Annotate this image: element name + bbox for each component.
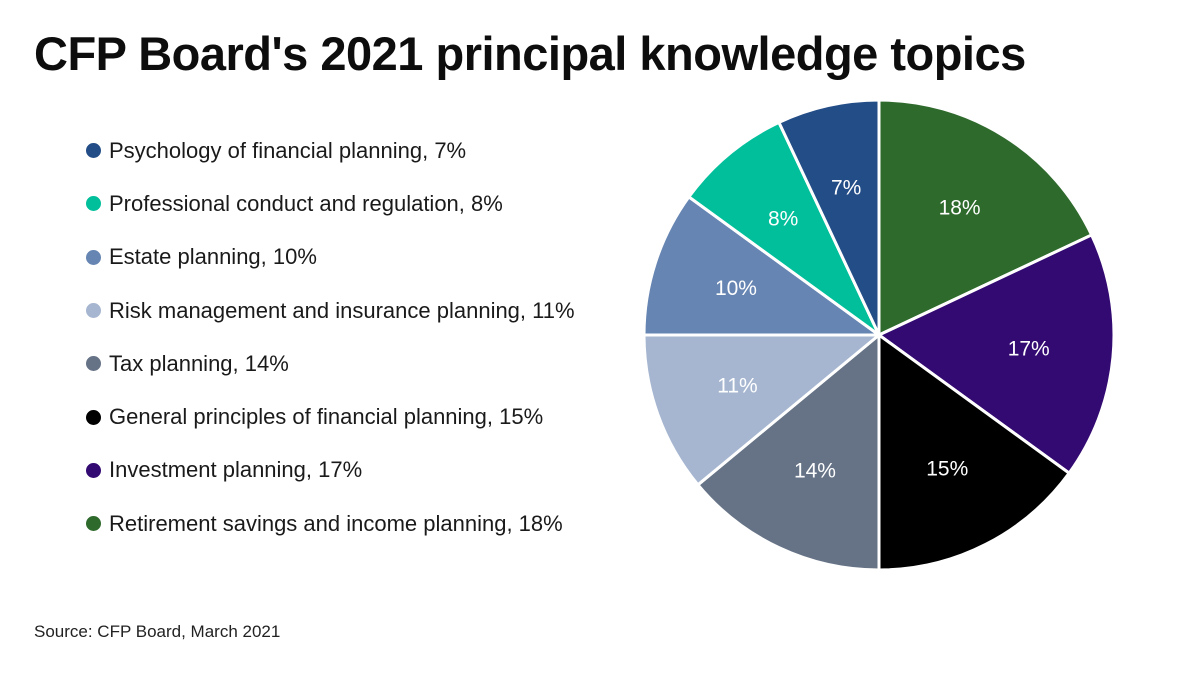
pie-slice-investment-planning xyxy=(877,233,1116,475)
pie-slice-tax-planning xyxy=(696,333,881,572)
legend-label: Retirement savings and income planning, … xyxy=(109,510,563,536)
legend-item-estate-planning: Estate planning, 10% xyxy=(86,231,575,284)
slice-value-label-psychology-of-financial-planning: 7% xyxy=(831,177,861,200)
legend-label: Estate planning, 10% xyxy=(109,244,317,270)
legend-swatch xyxy=(86,356,101,372)
legend-item-investment-planning: Investment planning, 17% xyxy=(86,444,575,497)
legend-label: Tax planning, 14% xyxy=(109,350,289,376)
pie-slice-estate-planning xyxy=(642,195,881,337)
legend-swatch xyxy=(86,409,101,425)
pie-slice-psychology-of-financial-planning xyxy=(777,98,881,337)
source-note: Source: CFP Board, March 2021 xyxy=(34,622,281,641)
pie-slice-retirement-savings-and-income-planning xyxy=(877,98,1094,337)
slice-value-label-estate-planning: 10% xyxy=(715,277,757,300)
chart-title: CFP Board's 2021 principal knowledge top… xyxy=(34,27,1026,80)
legend-label: Investment planning, 17% xyxy=(109,457,363,483)
legend-item-tax-planning: Tax planning, 14% xyxy=(86,337,575,390)
slice-value-label-tax-planning: 14% xyxy=(794,460,836,483)
legend-label: Psychology of financial planning, 7% xyxy=(109,137,467,163)
legend-item-general-principles-of-financial-planning: General principles of financial planning… xyxy=(86,390,575,443)
slice-value-label-risk-management-and-insurance-planning: 11% xyxy=(717,374,757,397)
legend-item-professional-conduct-and-regulation: Professional conduct and regulation, 8% xyxy=(86,177,575,230)
slice-value-label-professional-conduct-and-regulation: 8% xyxy=(768,208,798,231)
pie-slice-risk-management-and-insurance-planning xyxy=(642,333,881,487)
pie-slice-general-principles-of-financial-planning xyxy=(877,333,1071,572)
legend-swatch xyxy=(86,196,101,212)
pie-chart: 18% 17% 15% 14% 11% 10% 8% 7% xyxy=(642,98,1116,572)
slice-value-label-investment-planning: 17% xyxy=(1008,338,1050,361)
legend-item-retirement-savings-and-income-planning: Retirement savings and income planning, … xyxy=(86,497,575,550)
legend-swatch xyxy=(86,462,101,478)
legend-label: Professional conduct and regulation, 8% xyxy=(109,190,503,216)
legend-swatch xyxy=(86,143,101,159)
slice-value-label-retirement-savings-and-income-planning: 18% xyxy=(939,197,981,220)
pie-slice-professional-conduct-and-regulation xyxy=(687,120,881,337)
chart-legend: Psychology of financial planning, 7% Prof… xyxy=(86,124,575,550)
legend-swatch xyxy=(86,516,101,532)
legend-item-psychology-of-financial-planning: Psychology of financial planning, 7% xyxy=(86,124,575,177)
legend-swatch xyxy=(86,303,101,319)
legend-label: General principles of financial planning… xyxy=(109,404,544,430)
slice-value-label-general-principles-of-financial-planning: 15% xyxy=(926,458,968,481)
legend-swatch xyxy=(86,249,101,265)
legend-item-risk-management-and-insurance-planning: Risk management and insurance planning, … xyxy=(86,284,575,337)
legend-label: Risk management and insurance planning, … xyxy=(109,297,575,323)
